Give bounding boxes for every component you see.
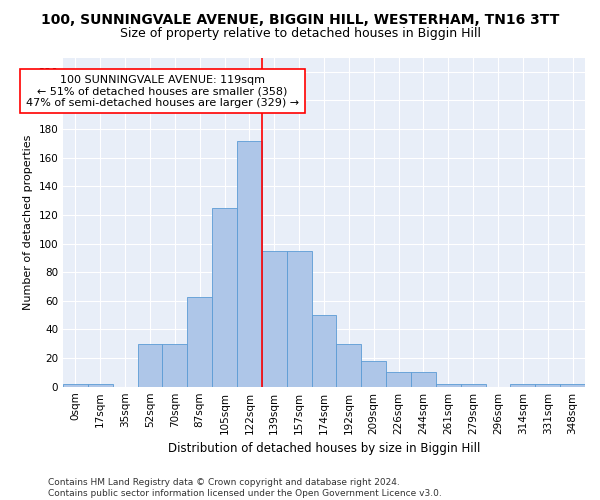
Bar	[337, 344, 361, 386]
Bar	[311, 315, 337, 386]
X-axis label: Distribution of detached houses by size in Biggin Hill: Distribution of detached houses by size …	[168, 442, 480, 455]
Bar	[386, 372, 411, 386]
Bar	[237, 140, 262, 386]
Bar	[63, 384, 88, 386]
Bar	[560, 384, 585, 386]
Bar	[436, 384, 461, 386]
Text: Size of property relative to detached houses in Biggin Hill: Size of property relative to detached ho…	[119, 28, 481, 40]
Bar	[361, 361, 386, 386]
Text: 100 SUNNINGVALE AVENUE: 119sqm
← 51% of detached houses are smaller (358)
47% of: 100 SUNNINGVALE AVENUE: 119sqm ← 51% of …	[26, 74, 299, 108]
Bar	[511, 384, 535, 386]
Y-axis label: Number of detached properties: Number of detached properties	[23, 134, 33, 310]
Bar	[411, 372, 436, 386]
Bar	[88, 384, 113, 386]
Bar	[262, 250, 287, 386]
Bar	[137, 344, 163, 386]
Bar	[287, 250, 311, 386]
Bar	[187, 296, 212, 386]
Bar	[212, 208, 237, 386]
Text: 100, SUNNINGVALE AVENUE, BIGGIN HILL, WESTERHAM, TN16 3TT: 100, SUNNINGVALE AVENUE, BIGGIN HILL, WE…	[41, 12, 559, 26]
Bar	[461, 384, 485, 386]
Bar	[535, 384, 560, 386]
Text: Contains HM Land Registry data © Crown copyright and database right 2024.
Contai: Contains HM Land Registry data © Crown c…	[48, 478, 442, 498]
Bar	[163, 344, 187, 386]
